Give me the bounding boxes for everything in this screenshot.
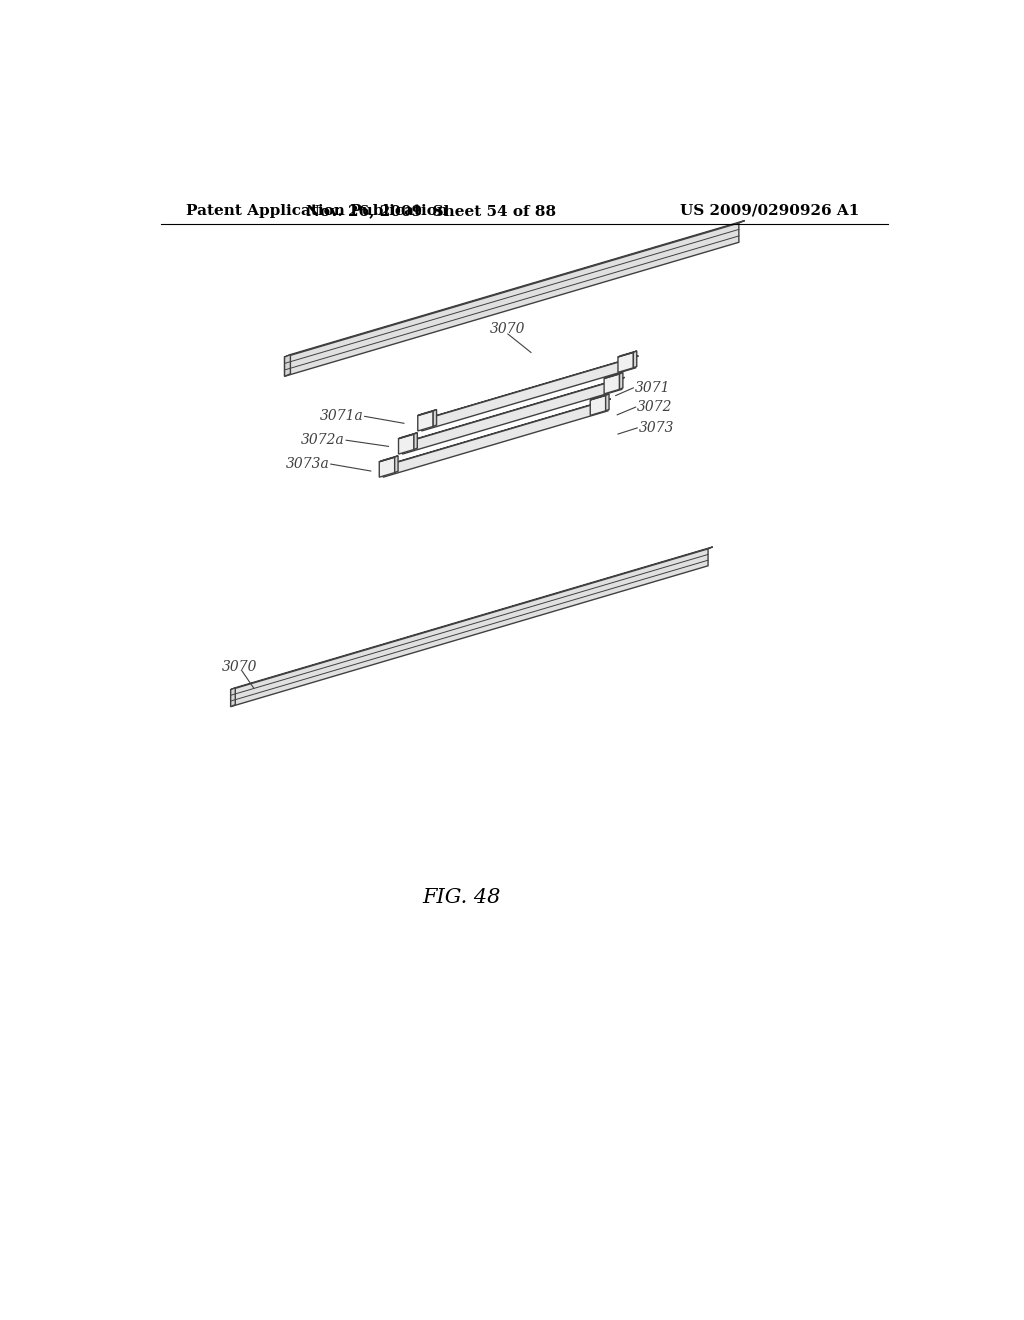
- Polygon shape: [230, 546, 713, 689]
- Text: 3072a: 3072a: [301, 433, 345, 447]
- Polygon shape: [285, 220, 744, 358]
- Polygon shape: [604, 374, 620, 393]
- Polygon shape: [620, 372, 623, 389]
- Polygon shape: [383, 400, 608, 478]
- Polygon shape: [402, 379, 622, 454]
- Polygon shape: [402, 378, 625, 444]
- Text: US 2009/0290926 A1: US 2009/0290926 A1: [680, 203, 859, 218]
- Polygon shape: [634, 351, 637, 368]
- Polygon shape: [617, 351, 637, 356]
- Polygon shape: [605, 393, 609, 411]
- Polygon shape: [418, 411, 433, 430]
- Text: 3071: 3071: [635, 381, 671, 395]
- Text: 3073a: 3073a: [286, 457, 330, 471]
- Text: 3070: 3070: [490, 322, 525, 337]
- Polygon shape: [422, 356, 638, 420]
- Polygon shape: [617, 352, 634, 372]
- Polygon shape: [590, 396, 605, 416]
- Text: FIG. 48: FIG. 48: [423, 888, 501, 907]
- Polygon shape: [433, 409, 436, 426]
- Text: Nov. 26, 2009  Sheet 54 of 88: Nov. 26, 2009 Sheet 54 of 88: [306, 203, 556, 218]
- Text: 3071a: 3071a: [319, 409, 364, 424]
- Polygon shape: [230, 688, 236, 706]
- Polygon shape: [414, 433, 418, 450]
- Polygon shape: [379, 457, 394, 478]
- Polygon shape: [383, 399, 610, 466]
- Polygon shape: [398, 433, 418, 438]
- Polygon shape: [398, 434, 414, 454]
- Polygon shape: [418, 409, 436, 416]
- Text: 3073: 3073: [639, 421, 674, 434]
- Polygon shape: [604, 372, 623, 379]
- Polygon shape: [285, 223, 739, 376]
- Text: Patent Application Publication: Patent Application Publication: [186, 203, 449, 218]
- Text: 3070: 3070: [222, 660, 258, 673]
- Polygon shape: [230, 549, 708, 706]
- Polygon shape: [590, 393, 609, 400]
- Text: 3072: 3072: [637, 400, 673, 414]
- Polygon shape: [422, 356, 636, 430]
- Polygon shape: [379, 455, 398, 462]
- Polygon shape: [394, 455, 398, 473]
- Polygon shape: [285, 355, 291, 376]
